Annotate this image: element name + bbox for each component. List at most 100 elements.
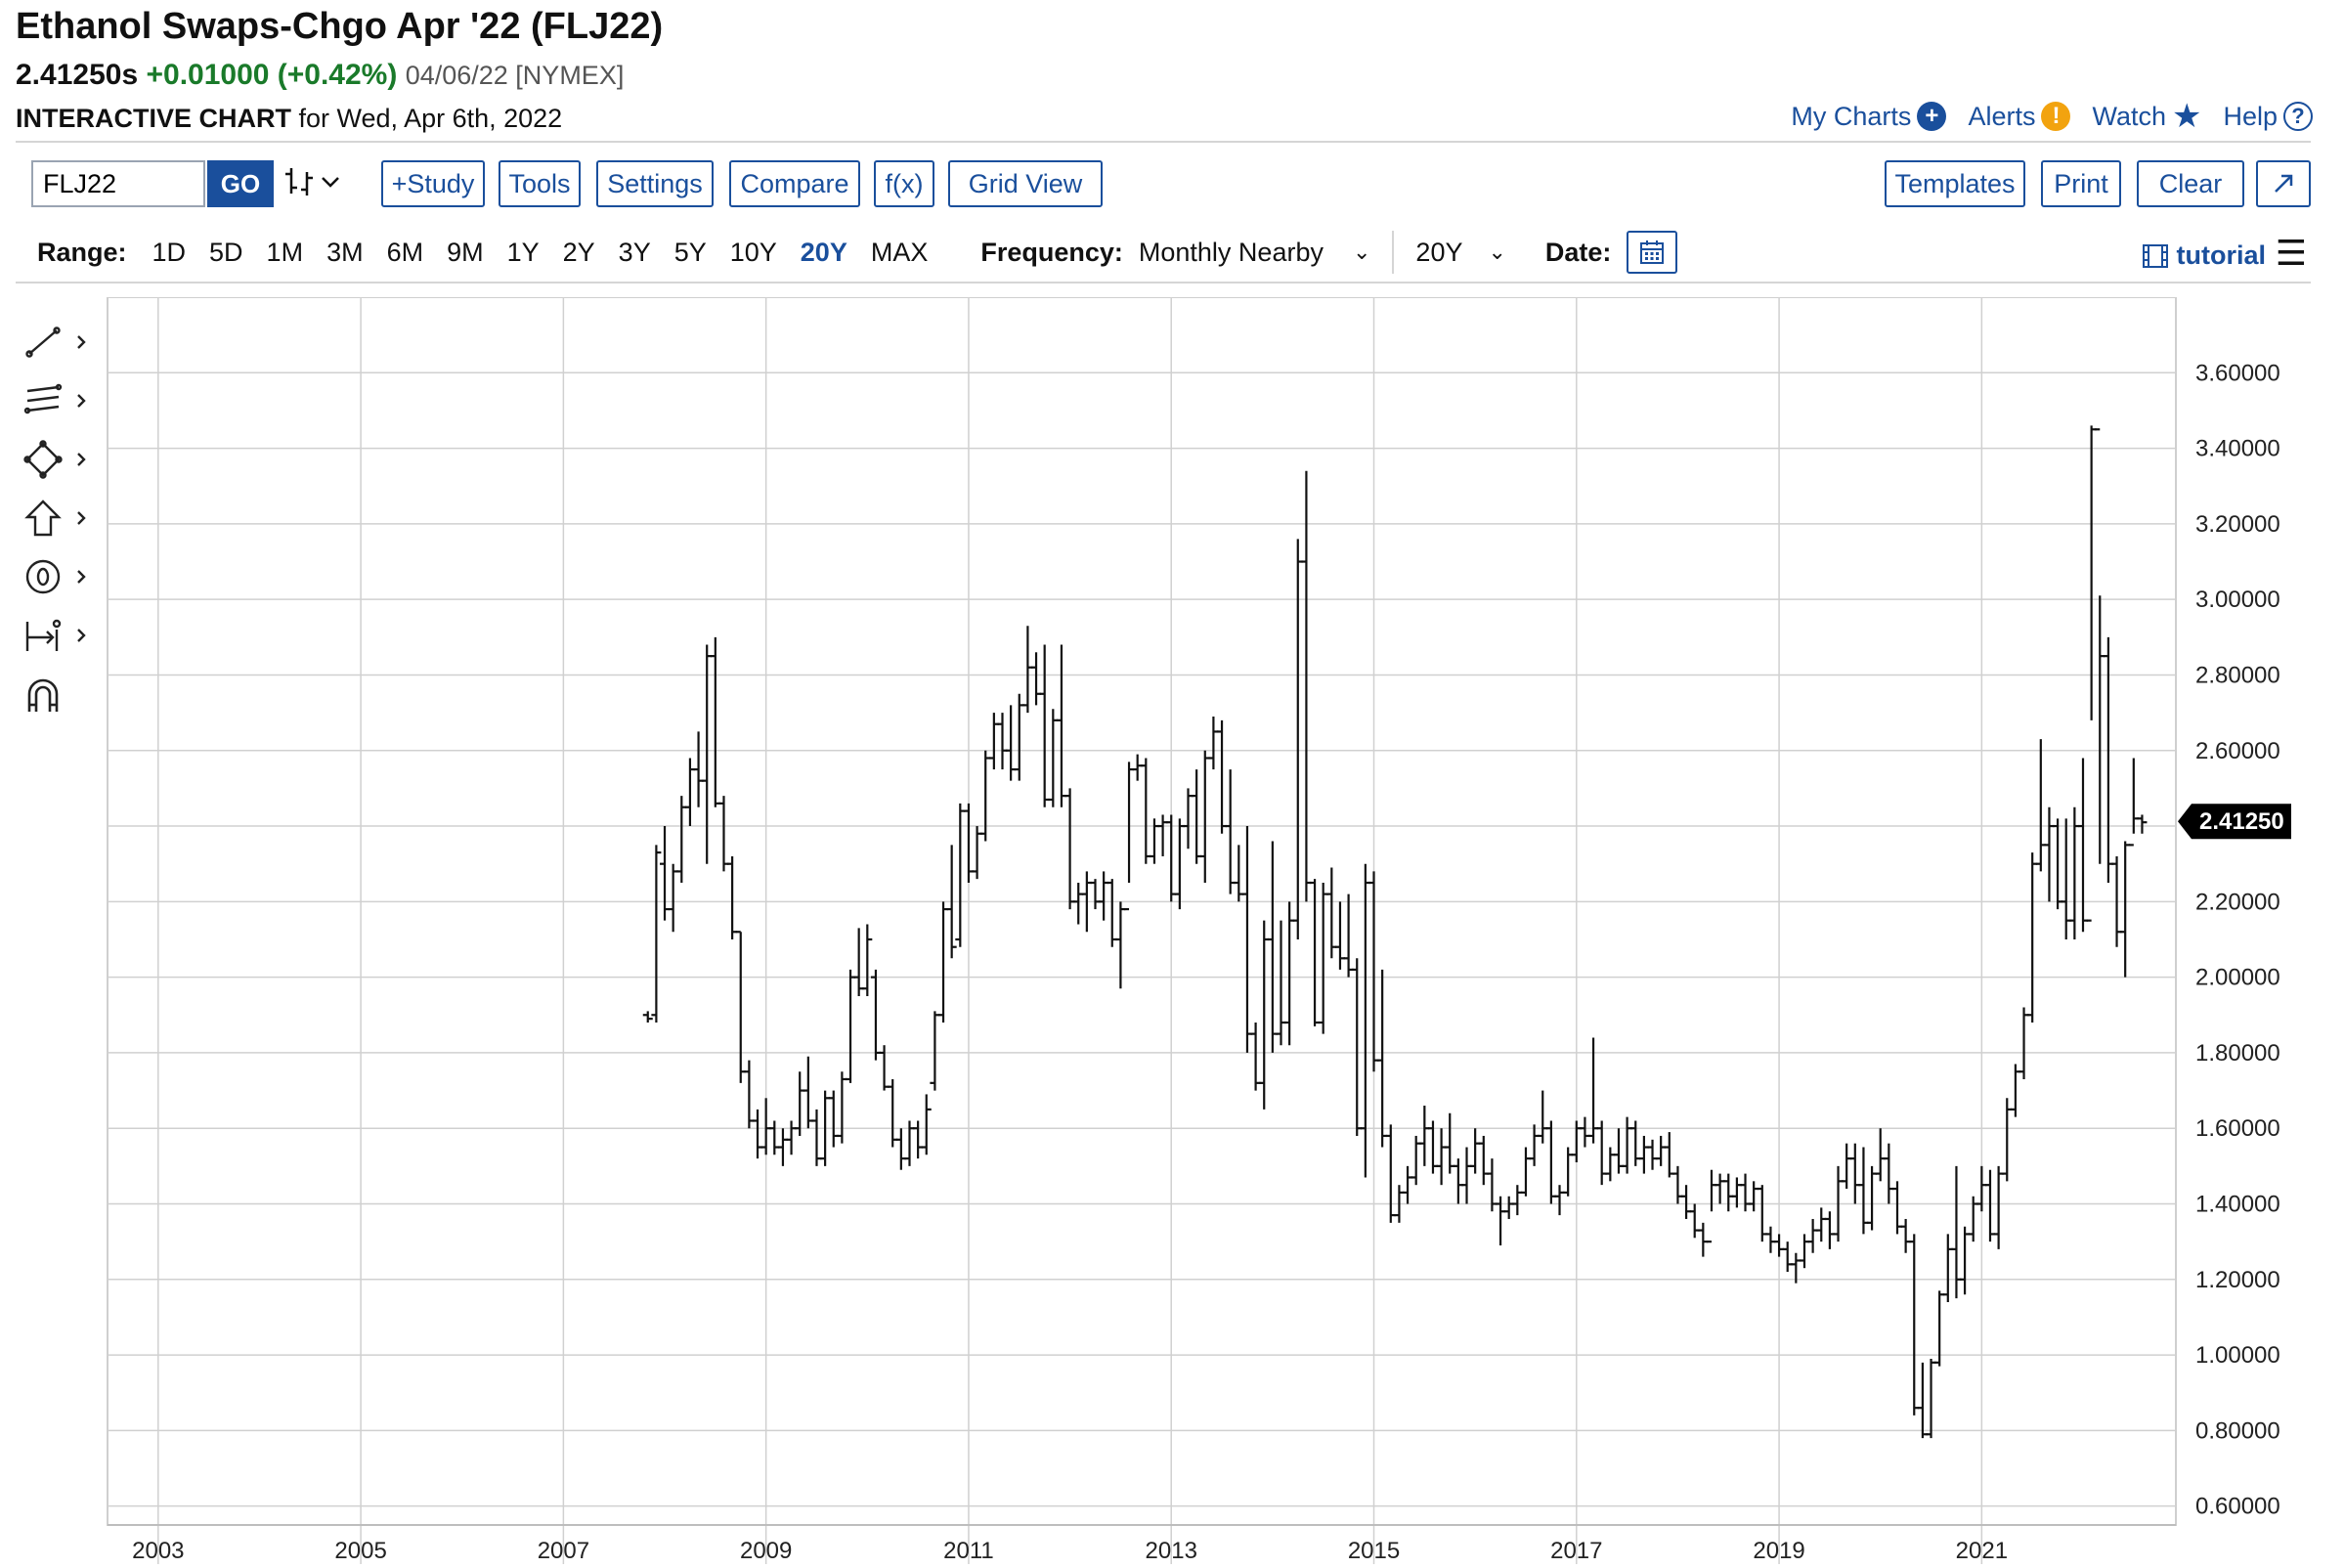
range-option-9m[interactable]: 9M (447, 237, 484, 267)
ohlc-bar (1284, 901, 1295, 1046)
ohlc-bar (1022, 626, 1033, 714)
ohlc-bar (1875, 1128, 1886, 1182)
ohlc-bar (1867, 1165, 1878, 1231)
ohlc-bar (930, 1011, 940, 1091)
annotation-tool[interactable] (23, 557, 102, 596)
ohlc-bar (1225, 769, 1236, 894)
ohlc-bar (1672, 1165, 1683, 1204)
ohlc-bar (1960, 1226, 1971, 1295)
ohlc-bar (1951, 1165, 1962, 1299)
ohlc-bar (1858, 1147, 1869, 1235)
ohlc-bar (676, 796, 687, 884)
ohlc-bar (2018, 1007, 2029, 1079)
menu-button[interactable]: ☰ (2276, 233, 2307, 274)
ohlc-bar (1984, 1169, 1995, 1242)
grid-view-button[interactable]: Grid View (948, 160, 1103, 207)
ohlc-bar (760, 1098, 771, 1155)
date-picker-button[interactable] (1627, 231, 1678, 274)
ohlc-bar (1807, 1218, 1818, 1253)
ohlc-bar (668, 863, 678, 933)
alerts-link[interactable]: Alerts ! (1968, 102, 2071, 132)
menu-icon: ☰ (2275, 233, 2307, 273)
trendline-tool[interactable] (23, 323, 102, 362)
ohlc-bar (1715, 1173, 1725, 1204)
ohlc-bar (888, 1078, 898, 1148)
ohlc-bar (895, 1128, 906, 1170)
help-link[interactable]: Help ? (2223, 102, 2313, 132)
clear-button[interactable]: Clear (2137, 160, 2244, 207)
symbol-input[interactable] (31, 160, 205, 207)
go-button[interactable]: GO (207, 160, 274, 207)
tools-button[interactable]: Tools (499, 160, 581, 207)
range-option-1m[interactable]: 1M (266, 237, 304, 267)
measure-tool[interactable] (23, 616, 102, 655)
range-option-max[interactable]: MAX (870, 237, 929, 267)
y-tick-label: 0.60000 (2195, 1494, 2280, 1520)
range-option-5y[interactable]: 5Y (673, 237, 707, 267)
shapes-tool[interactable] (23, 440, 102, 479)
y-tick-label: 1.00000 (2195, 1342, 2280, 1369)
y-tick-label: 0.80000 (2195, 1417, 2280, 1444)
range-option-6m[interactable]: 6M (386, 237, 424, 267)
magnet-icon (27, 678, 59, 712)
arrow-tool[interactable] (23, 499, 102, 538)
measure-icon (25, 619, 86, 651)
ohlc-bar (1580, 1116, 1590, 1148)
expand-icon (2275, 174, 2293, 193)
price-chart[interactable]: 0.60000 0.80000 1.00000 1.20000 1.40000 1.600… (104, 297, 2324, 1568)
ohlc-bar (1149, 818, 1159, 864)
frequency-select[interactable]: Monthly Nearby ⌄ (1139, 238, 1371, 268)
x-tick-label: 2019 (1753, 1538, 1804, 1564)
chart-grid (107, 297, 2177, 1564)
study-button[interactable]: +Study (381, 160, 485, 207)
fib-lines-tool[interactable] (23, 381, 102, 420)
ohlc-bar (1419, 1106, 1430, 1166)
ohlc-bar (1664, 1132, 1674, 1178)
range-option-1y[interactable]: 1Y (506, 237, 540, 267)
range-option-1d[interactable]: 1D (152, 237, 187, 267)
ohlc-bar (1132, 754, 1143, 781)
my-charts-label: My Charts (1791, 101, 1912, 131)
alert-icon: ! (2041, 102, 2071, 131)
range-option-3m[interactable]: 3M (326, 237, 364, 267)
range-option-5d[interactable]: 5D (209, 237, 243, 267)
ohlc-bar (777, 1128, 788, 1166)
arrow-up-icon (24, 500, 86, 537)
price-change: +0.01000 (+0.42%) (146, 59, 398, 91)
quote-date-exchange: 04/06/22 [NYMEX] (405, 61, 625, 90)
range-option-3y[interactable]: 3Y (618, 237, 651, 267)
expand-button[interactable] (2256, 160, 2311, 207)
ohlc-bar (1588, 1037, 1599, 1144)
ohlc-bar (1099, 871, 1109, 921)
print-button[interactable]: Print (2041, 160, 2121, 207)
range-option-20y[interactable]: 20Y (800, 237, 847, 267)
ohlc-bar (1926, 1358, 1936, 1439)
ohlc-bar (1749, 1181, 1759, 1212)
ohlc-bar (921, 1094, 932, 1155)
ohlc-bar (1520, 1147, 1531, 1197)
ohlc-bar (1039, 644, 1050, 807)
tutorial-link[interactable]: tutorial (2142, 240, 2266, 271)
ohlc-bar (1115, 901, 1126, 989)
ohlc-bar (1563, 1147, 1574, 1197)
ohlc-bar (1183, 788, 1194, 849)
chart-type-selector[interactable] (283, 164, 346, 206)
compare-button[interactable]: Compare (729, 160, 860, 207)
ohlc-bar (769, 1120, 780, 1155)
y-tick-label: 2.80000 (2195, 662, 2280, 688)
templates-button[interactable]: Templates (1885, 160, 2025, 207)
period-select[interactable]: 20Y ⌄ (1415, 238, 1505, 268)
settings-button[interactable]: Settings (596, 160, 714, 207)
watch-link[interactable]: Watch ★ (2092, 100, 2201, 133)
my-charts-link[interactable]: My Charts + (1791, 101, 1947, 132)
fx-button[interactable]: f(x) (874, 160, 934, 207)
ohlc-bar (1241, 826, 1252, 1053)
range-option-10y[interactable]: 10Y (729, 237, 777, 267)
ohlc-bar (660, 826, 671, 921)
ohlc-bar (1791, 1252, 1801, 1284)
magnet-tool[interactable] (23, 675, 102, 714)
ohlc-bar (710, 636, 720, 807)
ohlc-bar (1411, 1135, 1421, 1186)
ohlc-bar (913, 1120, 924, 1159)
range-option-2y[interactable]: 2Y (562, 237, 595, 267)
